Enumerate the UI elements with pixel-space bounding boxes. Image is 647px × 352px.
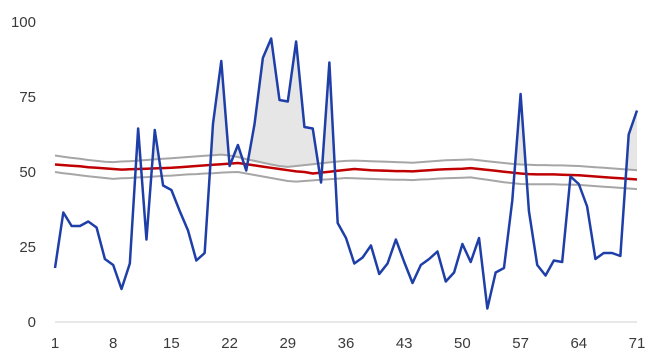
- y-tick-label: 100: [11, 14, 36, 31]
- exceedance-shading: [136, 38, 637, 171]
- x-tick-label: 43: [396, 335, 413, 352]
- shaded-region-2: [210, 61, 229, 156]
- shaded-region-6: [515, 94, 526, 165]
- x-tick-label: 22: [221, 335, 238, 352]
- series-lines: [53, 37, 639, 310]
- x-tick-label: 29: [279, 335, 296, 352]
- x-axis-ticks: 1 8 15 22 29 36 43 50 57 64 71: [51, 335, 646, 352]
- x-tick-label: 71: [629, 335, 646, 352]
- y-tick-label: 25: [19, 239, 36, 256]
- x-tick-label: 64: [570, 335, 587, 352]
- y-tick-label: 0: [28, 314, 36, 331]
- shaded-region-5: [322, 62, 335, 164]
- x-tick-label: 57: [512, 335, 529, 352]
- y-tick-label: 75: [19, 89, 36, 106]
- y-tick-label: 50: [19, 164, 36, 181]
- x-tick-label: 1: [51, 335, 59, 352]
- x-tick-label: 36: [338, 335, 355, 352]
- shaded-region-7: [626, 110, 637, 171]
- x-tick-label: 50: [454, 335, 471, 352]
- x-tick-label: 8: [109, 335, 117, 352]
- y-axis-ticks: 0 25 50 75 100: [11, 14, 36, 331]
- x-tick-label: 15: [163, 335, 180, 352]
- values-line: [53, 37, 639, 310]
- shaded-region-4: [248, 38, 319, 167]
